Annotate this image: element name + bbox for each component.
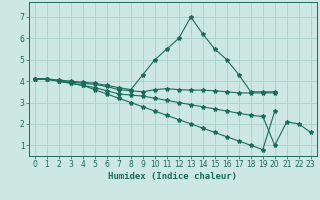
X-axis label: Humidex (Indice chaleur): Humidex (Indice chaleur) [108, 172, 237, 181]
